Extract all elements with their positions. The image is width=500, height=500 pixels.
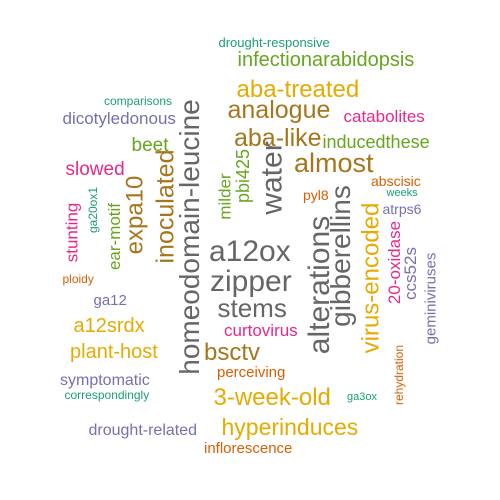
cloud-word: bsctv [204,339,261,366]
cloud-word: 3-week-old [213,384,331,411]
cloud-word: ccs52s [400,246,420,300]
cloud-word: gibberellins [324,185,356,327]
cloud-word: ear-motif [104,202,124,270]
cloud-word: correspondingly [64,388,150,402]
cloud-word: pbi425 [233,148,254,204]
cloud-word: dicotyledonous [62,108,176,128]
cloud-word: plant-host [70,341,158,363]
cloud-word: aba-like [234,123,322,152]
cloud-word: water [255,141,289,215]
cloud-word: drought-responsive [218,34,330,50]
cloud-word: rehydration [392,344,407,406]
cloud-word: a12ox [209,235,291,268]
cloud-word: ga20ox1 [86,186,101,234]
cloud-word: pyl8 [303,187,329,203]
cloud-word: inoculated [151,149,180,263]
cloud-word: infectionarabidopsis [237,49,415,71]
cloud-word: virus-encoded [356,202,384,354]
cloud-word: drought-related [88,422,198,439]
cloud-word: expa10 [120,175,148,255]
cloud-word: aba-treated [236,76,360,103]
cloud-word: curtovirus [224,320,298,340]
cloud-word: catabolites [343,106,425,126]
cloud-word: inducedthese [322,132,430,152]
cloud-word: stems [217,293,287,323]
cloud-word: perceiving [217,363,286,381]
cloud-word: a12srdx [73,315,145,337]
cloud-word: ga3ox [347,390,377,403]
cloud-word: ploidy [62,272,94,286]
cloud-word: almost [294,147,374,178]
cloud-word: slowed [65,158,125,180]
cloud-word: symptomatic [60,372,150,389]
cloud-word: weeks [386,186,418,199]
cloud-word: ga12 [93,291,127,309]
cloud-word: geminiviruses [422,252,440,344]
cloud-word: comparisons [104,94,173,108]
cloud-word: stunting [62,202,82,262]
cloud-word: zipper [210,265,292,298]
cloud-word: beet [131,134,169,156]
cloud-word: milder [215,172,235,220]
cloud-word: abscisic [371,173,421,189]
cloud-word: homeodomain-leucine [173,99,205,375]
cloud-word: analogue [227,95,331,124]
cloud-word: inflorescence [204,439,293,457]
cloud-word: hyperinduces [221,413,359,440]
cloud-word: atrps6 [382,201,422,217]
